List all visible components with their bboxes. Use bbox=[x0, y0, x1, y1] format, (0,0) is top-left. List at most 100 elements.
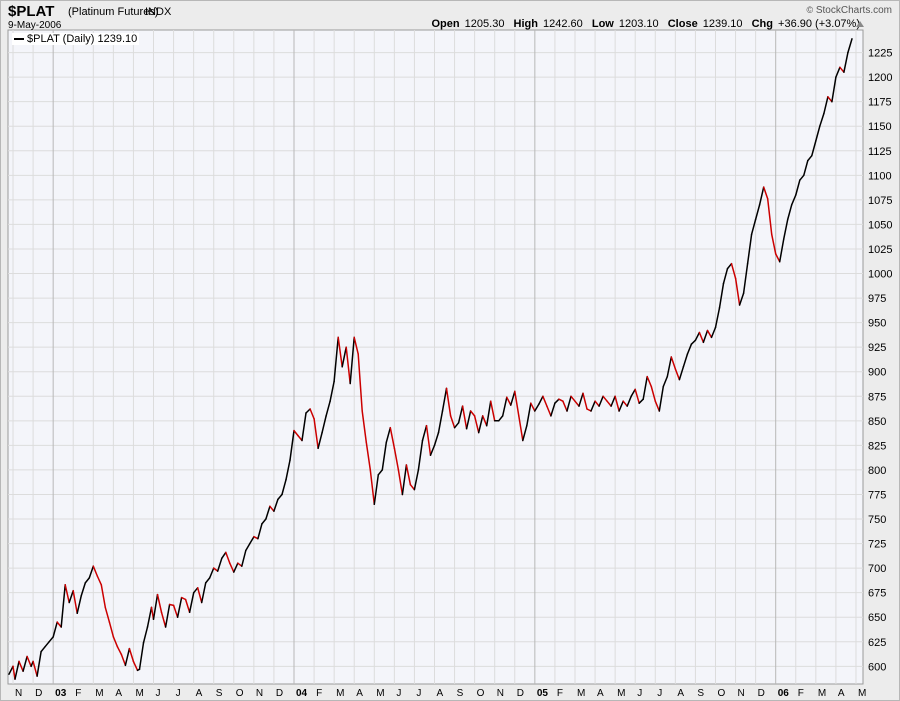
price-segment bbox=[522, 424, 528, 442]
x-tick-label: A bbox=[196, 688, 203, 699]
price-segment bbox=[518, 415, 524, 442]
price-segment bbox=[76, 594, 83, 615]
price-segment bbox=[172, 604, 179, 618]
x-tick-label: S bbox=[697, 688, 704, 699]
price-segment bbox=[142, 626, 149, 644]
brand-link[interactable]: © StockCharts.com bbox=[806, 5, 892, 16]
price-segment bbox=[554, 398, 560, 404]
price-segment bbox=[618, 400, 624, 412]
price-segment bbox=[674, 368, 681, 381]
price-segment bbox=[349, 336, 355, 385]
x-tick-label: 06 bbox=[778, 688, 790, 699]
price-segment bbox=[273, 498, 279, 512]
price-segment bbox=[726, 262, 733, 270]
price-segment bbox=[606, 400, 612, 407]
x-tick-label: J bbox=[637, 688, 642, 699]
price-segment bbox=[642, 375, 648, 400]
price-segment bbox=[626, 395, 632, 407]
y-tick-label: 925 bbox=[868, 342, 886, 354]
price-segment bbox=[485, 400, 492, 427]
price-segment bbox=[501, 396, 508, 417]
price-segment bbox=[670, 356, 677, 370]
price-segment bbox=[815, 125, 821, 142]
symbol-name: (Platinum Futures) bbox=[68, 6, 159, 18]
symbol-title: $PLAT bbox=[8, 3, 55, 20]
price-segment bbox=[377, 469, 384, 476]
price-segment bbox=[429, 444, 436, 456]
y-tick-label: 825 bbox=[868, 440, 886, 452]
price-segment bbox=[678, 366, 685, 381]
price-segment bbox=[297, 434, 303, 442]
legend-swatch bbox=[14, 38, 24, 41]
price-segment bbox=[546, 405, 552, 417]
price-segment bbox=[393, 447, 400, 471]
price-segment bbox=[68, 589, 74, 604]
price-segment bbox=[425, 424, 432, 456]
chart-legend: $PLAT (Daily) 1239.10 bbox=[12, 33, 140, 45]
price-segment bbox=[574, 400, 580, 407]
price-segment bbox=[750, 218, 757, 236]
price-segment bbox=[305, 408, 311, 414]
price-segment bbox=[654, 400, 661, 412]
price-segment bbox=[112, 636, 119, 648]
price-segment bbox=[72, 589, 78, 615]
price-segment bbox=[542, 395, 548, 407]
price-segment bbox=[229, 562, 235, 573]
price-segment bbox=[578, 392, 584, 407]
x-tick-label: F bbox=[557, 688, 563, 699]
price-segment bbox=[795, 179, 801, 196]
price-segment bbox=[96, 575, 103, 586]
price-segment bbox=[401, 464, 408, 496]
price-segment bbox=[22, 655, 28, 672]
price-segment bbox=[449, 415, 456, 429]
y-tick-label: 775 bbox=[868, 489, 886, 501]
x-tick-label: M bbox=[818, 688, 826, 699]
y-tick-label: 650 bbox=[868, 612, 886, 624]
price-segment bbox=[124, 647, 131, 667]
price-segment bbox=[289, 429, 295, 461]
price-segment bbox=[389, 426, 396, 450]
price-segment bbox=[373, 474, 380, 506]
price-segment bbox=[365, 441, 372, 471]
x-tick-label: M bbox=[95, 688, 103, 699]
price-segment bbox=[610, 395, 616, 407]
price-segment bbox=[481, 415, 488, 427]
price-segment bbox=[682, 353, 689, 368]
x-tick-label: A bbox=[838, 688, 845, 699]
price-segment bbox=[138, 642, 145, 671]
chg-value: +36.90 (+3.07%) bbox=[778, 18, 860, 30]
price-segment bbox=[473, 415, 480, 434]
price-segment bbox=[722, 267, 729, 285]
price-segment bbox=[835, 66, 841, 78]
price-segment bbox=[309, 408, 315, 420]
x-tick-label: D bbox=[517, 688, 524, 699]
price-segment bbox=[706, 329, 713, 339]
price-segment bbox=[156, 593, 163, 614]
price-segment bbox=[710, 326, 717, 339]
close-value: 1239.10 bbox=[702, 18, 743, 30]
x-tick-label: A bbox=[597, 688, 604, 699]
y-tick-label: 1225 bbox=[868, 48, 892, 60]
price-segment bbox=[690, 339, 697, 345]
x-tick-label: M bbox=[336, 688, 344, 699]
price-segment bbox=[421, 424, 428, 442]
price-segment bbox=[184, 598, 191, 614]
price-segment bbox=[570, 395, 576, 402]
price-segment bbox=[341, 346, 347, 368]
price-segment bbox=[44, 641, 50, 648]
x-tick-label: 03 bbox=[55, 688, 67, 699]
scroll-up-icon[interactable] bbox=[856, 21, 864, 27]
price-segment bbox=[506, 396, 512, 406]
y-tick-label: 1100 bbox=[868, 170, 892, 182]
price-segment bbox=[526, 402, 532, 427]
price-segment bbox=[132, 660, 139, 672]
x-tick-label: J bbox=[416, 688, 421, 699]
price-segment bbox=[489, 400, 496, 422]
price-segment bbox=[550, 402, 556, 417]
price-segment bbox=[602, 395, 608, 402]
price-segment bbox=[241, 549, 247, 567]
price-segment bbox=[329, 380, 335, 402]
y-tick-label: 800 bbox=[868, 465, 886, 477]
price-segment bbox=[245, 542, 251, 552]
price-segment bbox=[662, 375, 669, 388]
